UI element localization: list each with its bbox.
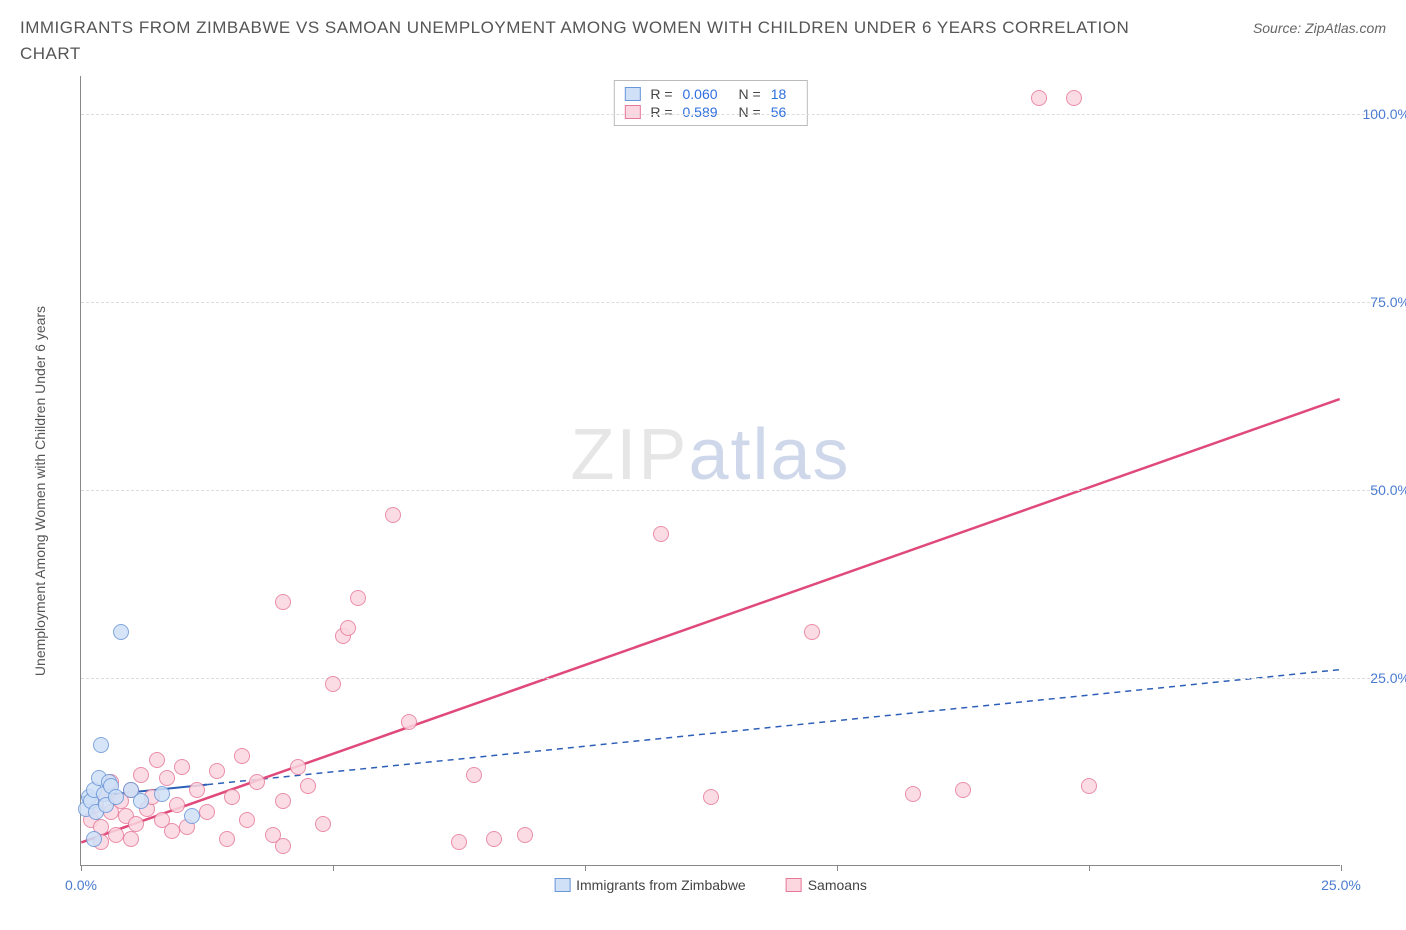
y-tick-label: 100.0% (1363, 106, 1406, 122)
legend-swatch (554, 878, 570, 892)
legend-swatch (624, 105, 640, 119)
y-tick-label: 50.0% (1370, 482, 1406, 498)
header: IMMIGRANTS FROM ZIMBABWE VS SAMOAN UNEMP… (20, 15, 1386, 66)
gridline (81, 302, 1380, 303)
trend-line (81, 785, 207, 798)
series-legend: Immigrants from Zimbabwe Samoans (554, 877, 867, 893)
stat-n-label: N = (739, 86, 761, 102)
legend-label: Samoans (808, 877, 867, 893)
x-tick-label: 25.0% (1321, 877, 1361, 893)
correlation-stats-box: R = 0.060 N = 18 R = 0.589 N = 56 (613, 80, 807, 126)
legend-item: Samoans (786, 877, 867, 893)
gridline (81, 114, 1380, 115)
stats-row: R = 0.589 N = 56 (624, 103, 796, 121)
stat-r-label: R = (650, 86, 672, 102)
y-tick-label: 25.0% (1370, 670, 1406, 686)
chart-area: Unemployment Among Women with Children U… (50, 76, 1386, 906)
y-axis-label: Unemployment Among Women with Children U… (32, 306, 48, 676)
stat-n-label: N = (739, 104, 761, 120)
trend-line (207, 670, 1340, 785)
chart-title: IMMIGRANTS FROM ZIMBABWE VS SAMOAN UNEMP… (20, 15, 1170, 66)
trend-lines-layer (81, 76, 1340, 865)
x-tick (81, 865, 82, 871)
stat-n-value: 56 (771, 104, 797, 120)
stat-n-value: 18 (771, 86, 797, 102)
trend-line (81, 399, 1339, 842)
x-tick (1089, 865, 1090, 871)
x-tick (837, 865, 838, 871)
legend-item: Immigrants from Zimbabwe (554, 877, 746, 893)
legend-label: Immigrants from Zimbabwe (576, 877, 746, 893)
x-tick-label: 0.0% (65, 877, 97, 893)
stat-r-value: 0.589 (683, 104, 729, 120)
stat-r-value: 0.060 (683, 86, 729, 102)
legend-swatch (624, 87, 640, 101)
plot-region: ZIPatlas R = 0.060N = 18R = 0.589N = 56 … (80, 76, 1340, 866)
stat-r-label: R = (650, 104, 672, 120)
source-attribution: Source: ZipAtlas.com (1253, 20, 1386, 36)
gridline (81, 490, 1380, 491)
x-tick (333, 865, 334, 871)
gridline (81, 678, 1380, 679)
y-tick-label: 75.0% (1370, 294, 1406, 310)
x-tick (585, 865, 586, 871)
stats-row: R = 0.060 N = 18 (624, 85, 796, 103)
legend-swatch (786, 878, 802, 892)
x-tick (1341, 865, 1342, 871)
